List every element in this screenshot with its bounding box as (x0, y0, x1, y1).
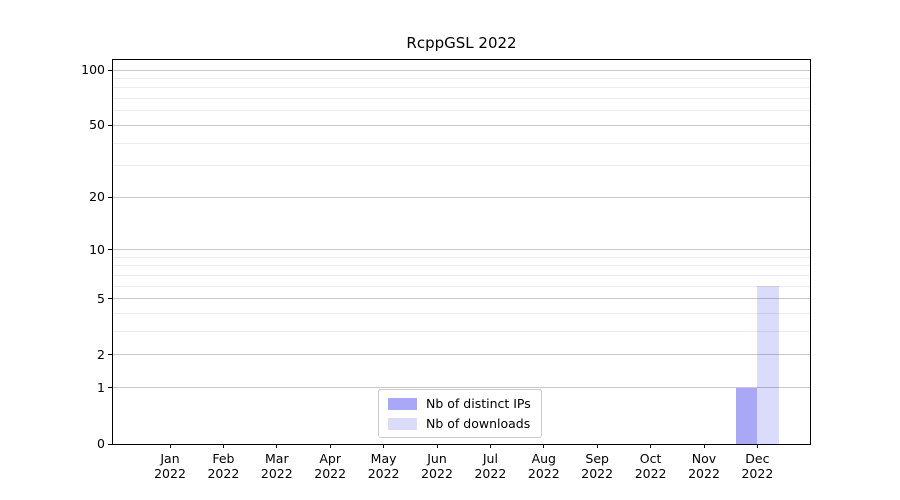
legend-label-distinct-ips: Nb of distinct IPs (426, 396, 531, 411)
x-axis-tick (703, 444, 705, 448)
x-axis-tick (756, 444, 758, 448)
legend-item-distinct-ips: Nb of distinct IPs (388, 396, 531, 411)
y-axis-tick (108, 443, 113, 445)
x-tick-label: Sep 2022 (581, 451, 614, 481)
y-gridline-minor (113, 165, 810, 167)
x-tick-label: Apr 2022 (314, 451, 347, 481)
x-axis-tick (543, 444, 545, 448)
y-tick-label: 100 (81, 62, 105, 77)
x-tick-label: Jul 2022 (474, 451, 507, 481)
x-tick-label: Oct 2022 (634, 451, 667, 481)
y-gridline-minor (113, 265, 810, 267)
x-tick-label: Dec 2022 (741, 451, 774, 481)
y-tick-label: 10 (89, 241, 105, 257)
y-gridline-major (113, 124, 810, 126)
y-axis-tick (108, 124, 113, 126)
x-tick-label: Feb 2022 (207, 451, 240, 481)
y-tick-label: 1 (97, 379, 105, 395)
y-gridline-minor (113, 98, 810, 100)
y-gridline-minor (113, 313, 810, 315)
y-tick-label: 5 (97, 290, 105, 306)
y-gridline-minor (113, 142, 810, 144)
legend-swatch-distinct-ips-icon (388, 397, 417, 410)
x-tick-label: Mar 2022 (260, 451, 293, 481)
y-axis-tick (108, 298, 113, 300)
x-axis-tick (222, 444, 224, 448)
y-gridline-major (113, 69, 810, 71)
y-tick-label: 2 (97, 346, 105, 362)
x-tick-label: May 2022 (367, 451, 400, 481)
y-gridline-major (113, 387, 810, 389)
x-axis-tick (169, 444, 171, 448)
x-axis-tick (596, 444, 598, 448)
y-gridline-minor (113, 274, 810, 276)
x-axis-tick (489, 444, 491, 448)
y-gridline-minor (113, 110, 810, 112)
legend: Nb of distinct IPs Nb of downloads (378, 389, 542, 438)
x-axis-tick (650, 444, 652, 448)
y-gridline-minor (113, 77, 810, 79)
legend-swatch-downloads-icon (388, 417, 417, 430)
bar-distinct-ips (736, 387, 758, 444)
legend-label-downloads: Nb of downloads (426, 416, 531, 431)
y-axis-tick (108, 69, 113, 71)
x-axis-tick (276, 444, 278, 448)
x-axis-tick (383, 444, 385, 448)
x-tick-label: Jan 2022 (154, 451, 186, 481)
x-tick-label: Aug 2022 (527, 451, 560, 481)
y-axis-tick (108, 196, 113, 198)
x-tick-label: Nov 2022 (688, 451, 720, 481)
chart-title: RcppGSL 2022 (406, 34, 517, 52)
y-axis-tick (108, 249, 113, 251)
y-gridline-major (113, 354, 810, 356)
legend-item-downloads: Nb of downloads (388, 416, 531, 431)
x-tick-label: Jun 2022 (421, 451, 453, 481)
y-gridline-minor (113, 331, 810, 333)
y-gridline-major (113, 196, 810, 198)
y-gridline-minor (113, 285, 810, 287)
y-gridline-major (113, 249, 810, 251)
y-tick-label: 0 (97, 436, 105, 451)
x-axis-tick (436, 444, 438, 448)
y-gridline-minor (113, 87, 810, 89)
y-gridline-major (113, 298, 810, 300)
y-axis-tick (108, 354, 113, 356)
y-tick-label: 20 (89, 189, 105, 205)
y-axis-tick (108, 387, 113, 389)
bar-downloads (757, 286, 779, 444)
x-axis-tick (329, 444, 331, 448)
y-gridline-minor (113, 256, 810, 258)
y-tick-label: 50 (89, 117, 105, 133)
